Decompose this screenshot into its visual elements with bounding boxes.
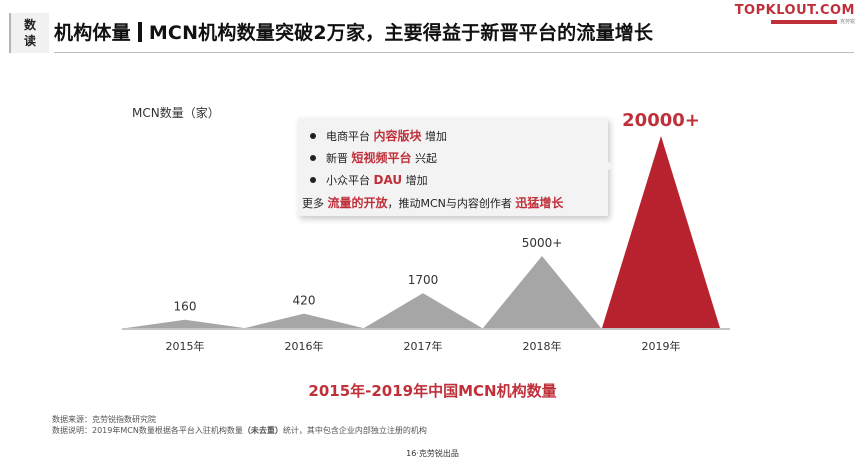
x-tick-label: 2019年 [642,339,681,353]
callout-line-4: 更多 流量的开放，推动MCN与内容创作者 迅猛增长 [302,194,563,211]
x-tick-label: 2016年 [285,339,324,353]
chart-title: 2015年-2019年中国MCN机构数量 [308,382,557,400]
callout-line-3-pre: 小众平台 [326,174,370,187]
data-label: 1700 [408,273,439,287]
callout-pointer [601,157,615,175]
callout-line-3: 小众平台 DAU 增加 [310,172,428,188]
callout-line-3-highlight: DAU [373,173,403,187]
logo-tagline: 克劳锐 [735,18,855,25]
callout-line-1-highlight: 内容版块 [373,129,422,143]
title-right: MCN机构数量突破2万家，主要得益于新晋平台的流量增长 [148,22,654,44]
x-tick-labels: 2015年 2016年 2017年 2018年 2019年 [166,339,681,353]
callout-line-2: 新晋 短视频平台 兴起 [310,149,437,166]
badge-char-2: 读 [23,34,36,48]
data-note-pre: 数据说明：2019年MCN数量根据各平台入驻机构数量 [52,426,243,435]
callout-line-4-highlight-2: 迅猛增长 [515,196,564,210]
data-label: 160 [174,300,197,314]
insight-callout: 电商平台 内容版块 增加 新晋 短视频平台 兴起 小众平台 DAU 增加 更多 … [298,118,608,216]
data-note: 数据说明：2019年MCN数量根据各平台入驻机构数量（未去重）统计，其中包含企业… [52,425,427,436]
data-note-bold: （未去重） [242,426,283,435]
section-badge: 数 读 [9,13,49,53]
page-number: 16·克劳锐出品 [406,449,459,458]
data-labels: 160 420 1700 5000+ 20000+ [174,110,700,314]
data-note-post: 统计，其中包含企业内部独立注册的机构 [282,426,427,435]
callout-line-2-post: 兴起 [415,152,438,165]
callout-line-4-highlight-1: 流量的开放 [327,196,388,210]
logo-brand: TOPKLOUT.COM [734,3,855,18]
callout-line-4-pre: 更多 [302,197,324,210]
title-rule [54,52,854,53]
data-source: 数据来源：克劳锐指数研究院 [52,415,156,424]
callout-line-2-pre: 新晋 [326,152,348,165]
title-divider [137,22,142,42]
triangle-mark-2019年 [602,136,720,328]
data-label: 420 [293,294,316,308]
callout-line-1: 电商平台 内容版块 增加 [310,127,447,144]
title-left: 机构体量 [54,22,131,44]
triangle-mark-2016年 [245,313,363,328]
brand-logo: TOPKLOUT.COM 克劳锐 [735,3,855,25]
callout-line-1-post: 增加 [425,130,448,143]
data-label: 20000+ [622,110,700,131]
bullet-dot [310,155,316,161]
chart-marks [126,136,720,328]
bullet-dot [310,133,316,139]
callout-line-2-highlight: 短视频平台 [351,151,412,165]
x-tick-label: 2018年 [523,339,562,353]
badge-char-1: 数 [23,18,36,32]
x-tick-label: 2015年 [166,339,205,353]
callout-line-1-pre: 电商平台 [326,130,370,143]
bullet-dot [310,177,316,183]
data-label: 5000+ [522,236,563,250]
logo-sub: 克劳锐 [839,19,855,25]
logo-strip [770,19,837,24]
x-tick-label: 2017年 [404,339,443,353]
triangle-mark-2017年 [364,293,482,328]
page-title: 机构体量 MCN机构数量突破2万家，主要得益于新晋平台的流量增长 [54,18,653,45]
callout-line-4-mid: ，推动MCN与内容创作者 [387,197,512,210]
triangle-mark-2015年 [126,319,244,328]
triangle-mark-2018年 [483,256,601,328]
y-axis-label: MCN数量（家） [132,106,220,120]
callout-line-3-post: 增加 [405,174,428,187]
